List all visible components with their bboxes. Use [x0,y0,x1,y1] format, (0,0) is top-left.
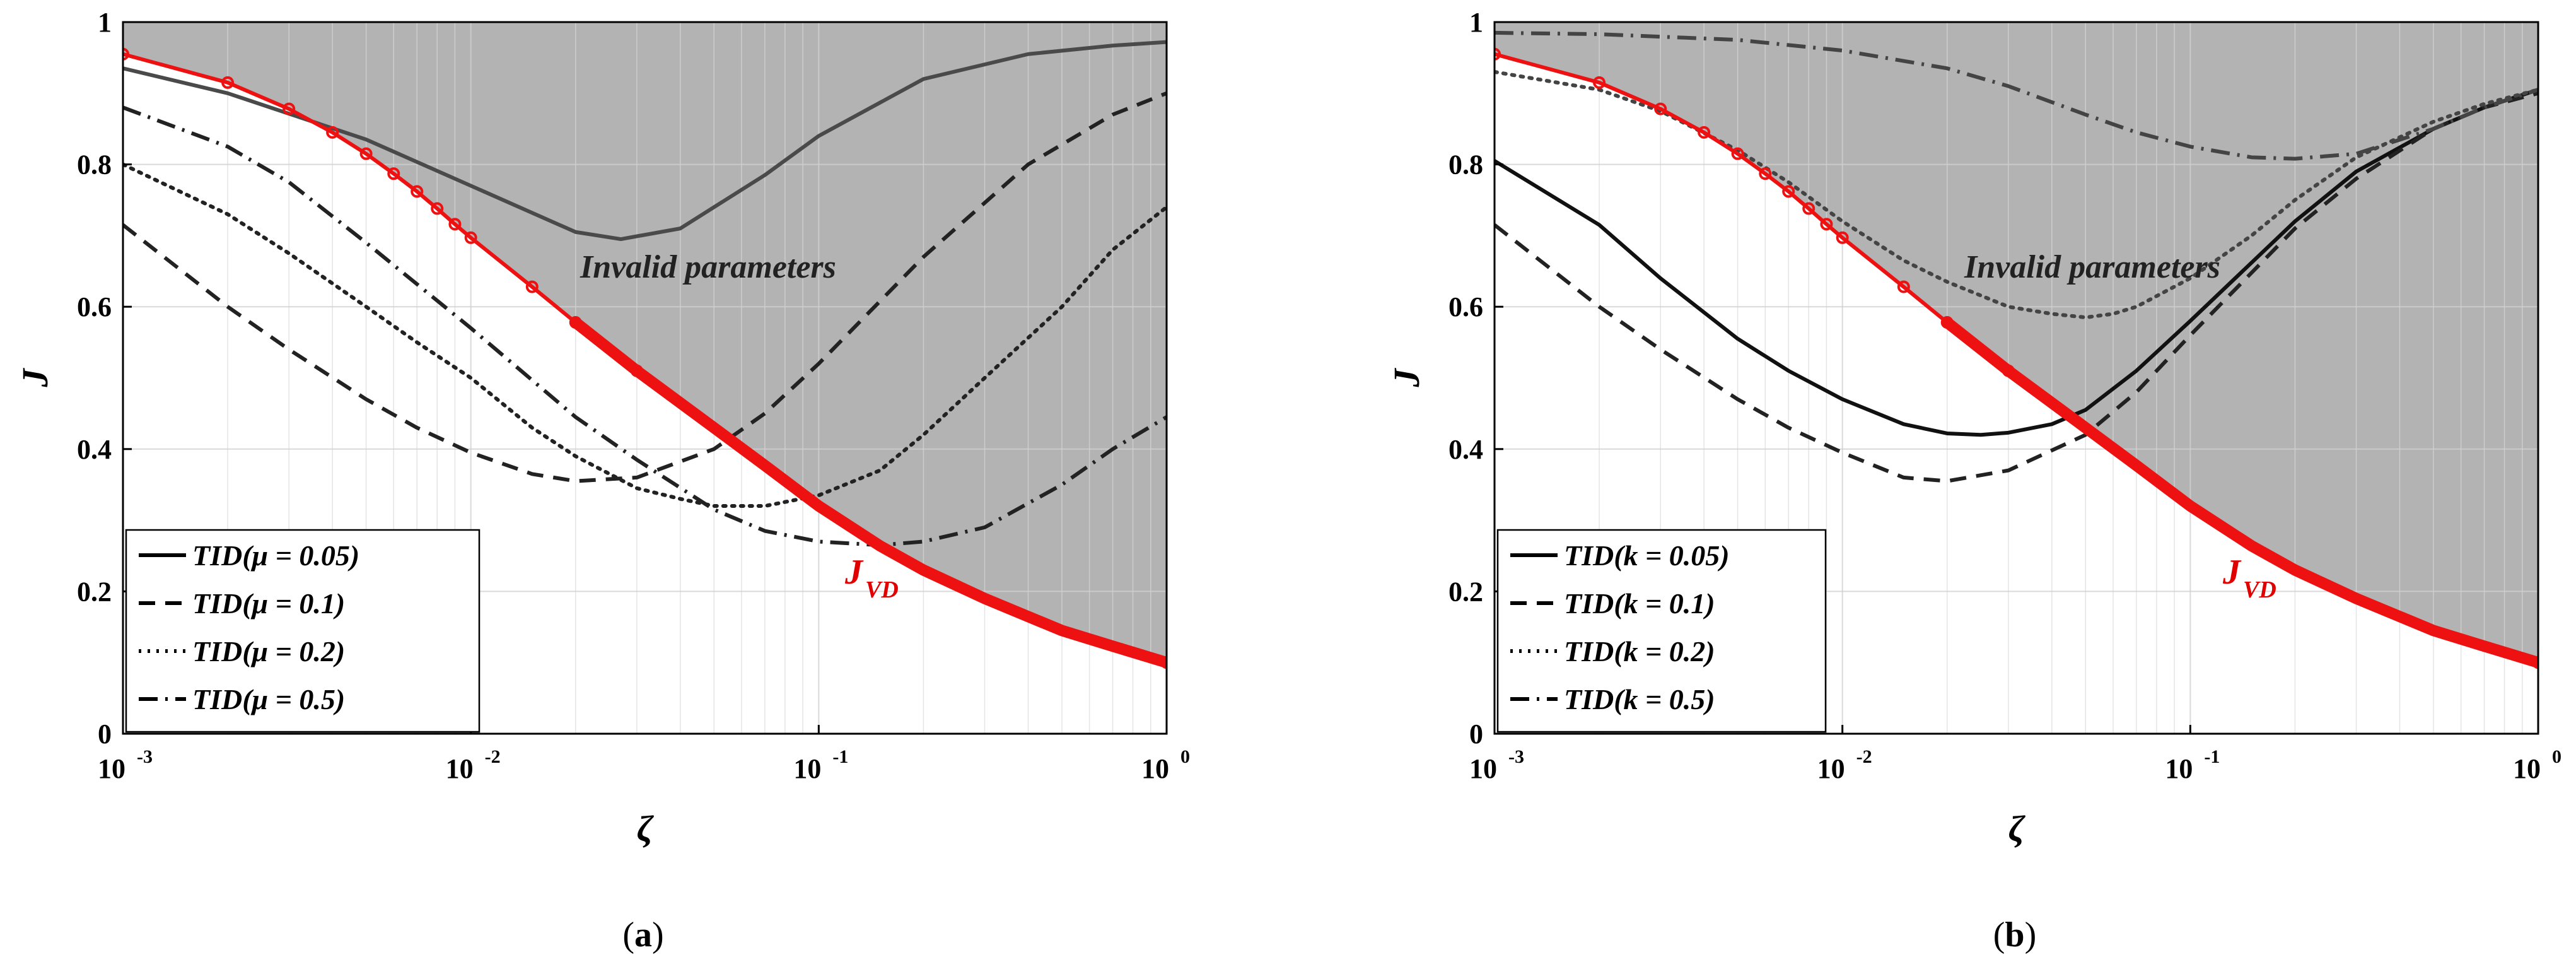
x-tick-label: 10 [793,753,821,784]
jvd-marker [1495,47,1501,61]
x-tick-label: 10 [1817,753,1845,784]
y-tick-label: 0.2 [77,576,112,607]
jvd-curve-band [569,317,1167,669]
y-tick-label: 0.6 [1448,291,1483,322]
jvd-marker [1654,102,1667,115]
jvd-marker [2002,364,2015,377]
invalid-region-label: Invalid parameters [1964,249,2220,285]
legend-label-1: TID(k = 0.05) [1564,539,1730,572]
x-tick-label: 10 [1141,753,1169,784]
x-tick-exponent: -3 [1508,746,1524,767]
panel-caption-letter: b [2005,915,2024,955]
invalid-region-label: Invalid parameters [580,249,836,285]
x-tick-label: 10 [98,753,125,784]
jvd-marker [283,102,296,115]
jvd-marker [1802,202,1815,215]
jvd-curve-band [1941,317,2538,669]
legend-label-1: TID(μ = 0.05) [192,539,359,572]
x-tick-label: 10 [2513,753,2541,784]
jvd-marker [1759,167,1772,180]
jvd-marker [1940,316,1954,329]
y-axis-label: J [15,368,55,388]
jvd-marker [1698,126,1711,139]
jvd-end-marker [2532,656,2538,669]
panel-caption-letter: a [634,915,652,955]
x-tick-exponent: -3 [137,746,153,767]
jvd-marker [1782,185,1795,198]
jvd-marker [448,218,462,231]
y-tick-label: 1 [1469,7,1483,38]
axes-box [122,21,1168,735]
x-tick-label: 10 [446,753,474,784]
jvd-marker [525,280,539,293]
series-line-1 [123,40,1167,242]
jvd-marker [359,147,373,160]
jvd-marker [1820,218,1833,231]
x-tick-label: 10 [2165,753,2193,784]
y-tick-label: 0 [1469,719,1483,749]
series-line-1 [1495,88,2538,437]
series-line-2 [123,91,1167,483]
chart-panel-a: 0 0.2 0.4 0.6 0.8 1 10 -3 10 -2 10 -1 10 0 ζ J Invalid p… [15,7,1190,955]
y-tick-label: 0.4 [1448,434,1483,465]
invalid-region [1495,22,2538,663]
legend: TID(k = 0.05) TID(k = 0.1) TID(k = 0.2) TID… [1496,529,1827,733]
legend-label-4: TID(μ = 0.5) [192,683,345,715]
chart-panel-b: 0 0.2 0.4 0.6 0.8 1 10 -3 10 -2 10 -1 10 0 ζ J Invalid p… [1386,7,2561,955]
x-tick-exponent: -2 [485,746,501,767]
series-line-4 [123,105,1167,548]
y-axis-label: J [1386,368,1427,388]
jvd-marker [123,47,129,61]
x-axis-label: ζ [637,808,655,849]
series-line-4 [1495,30,2538,161]
jvd-label: J [2222,553,2242,592]
x-tick-label: 10 [1469,753,1497,784]
x-axis-label: ζ [2008,808,2026,849]
y-tick-label: 0.8 [77,150,112,180]
series-line-3 [1495,69,2538,320]
y-tick-label: 0.6 [77,291,112,322]
jvd-marker [464,231,477,244]
x-tick-exponent: 0 [2552,746,2561,767]
jvd-marker [411,185,424,198]
y-tick-label: 0.8 [1448,150,1483,180]
legend-label-2: TID(μ = 0.1) [192,587,345,620]
jvd-marker [326,126,339,139]
jvd-marker [630,364,643,377]
jvd-marker [569,316,582,329]
jvd-label-subscript: VD [865,577,899,603]
legend-label-4: TID(k = 0.5) [1564,683,1715,715]
x-tick-exponent: -2 [1856,746,1872,767]
jvd-marker [1836,231,1849,244]
jvd-marker [431,202,444,215]
panel-caption: (a) [622,915,663,955]
legend-label-2: TID(k = 0.1) [1564,587,1715,620]
jvd-marker [221,76,235,89]
x-tick-exponent: -1 [832,746,848,767]
invalid-region [123,22,1167,663]
x-tick-exponent: -1 [2204,746,2220,767]
jvd-label: J [844,553,864,592]
series-line-3 [123,162,1167,508]
y-tick-label: 0.4 [77,434,112,465]
jvd-marker [1897,280,1910,293]
jvd-marker [1731,147,1744,160]
legend-label-3: TID(k = 0.2) [1564,635,1715,667]
y-tick-label: 0 [98,719,112,749]
y-tick-label: 0.2 [1448,576,1483,607]
plot-area [123,22,1167,734]
jvd-label-subscript: VD [2243,577,2276,603]
panel-caption: (b) [1993,915,2036,955]
jvd-marker [387,167,400,180]
axes-box [1493,21,2539,735]
jvd-marker [1593,76,1606,89]
y-tick-label: 1 [98,7,112,38]
x-tick-exponent: 0 [1180,746,1190,767]
jvd-end-marker [1160,656,1167,669]
legend: TID(μ = 0.05) TID(μ = 0.1) TID(μ = 0.2) TID… [125,529,481,733]
legend-label-3: TID(μ = 0.2) [192,635,345,667]
series-line-2 [1495,91,2538,483]
